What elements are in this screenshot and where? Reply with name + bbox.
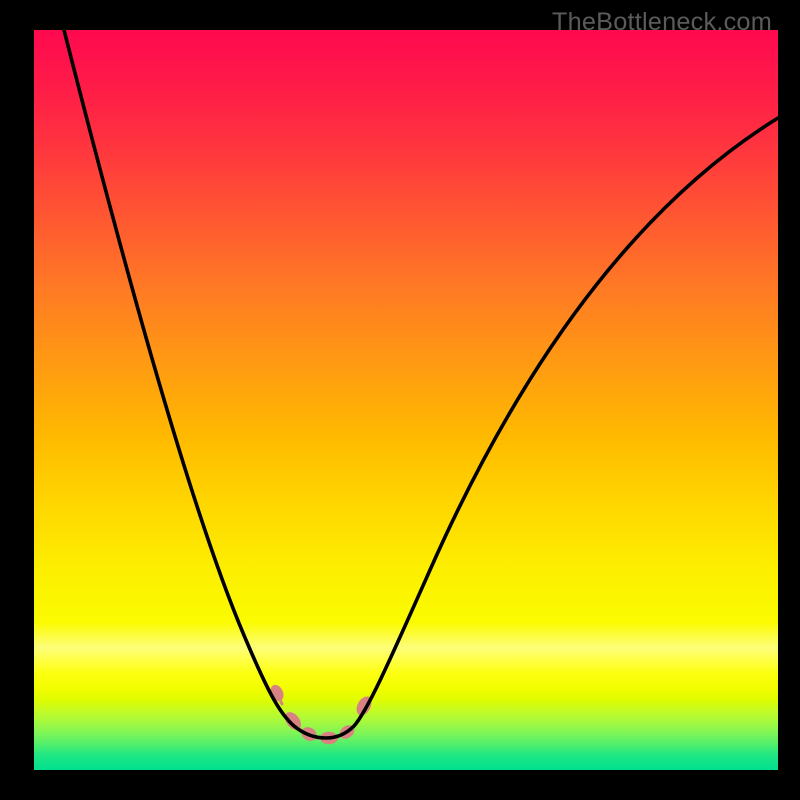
bottom-mark-segment (338, 728, 352, 737)
canvas-root: TheBottleneck.com (0, 0, 800, 800)
bottom-mark-dot (320, 732, 338, 744)
bottom-mark-segment (360, 698, 368, 714)
bottom-mark-dot (268, 683, 286, 703)
bottom-marks-group (268, 683, 374, 744)
bottom-mark-dot (299, 724, 319, 743)
bottom-mark-segment (288, 714, 298, 728)
bottom-mark-segment (299, 729, 313, 737)
bottom-mark-dot (282, 709, 305, 733)
bottleneck-curve (64, 30, 778, 738)
bottom-mark-dot (337, 722, 357, 741)
watermark-text: TheBottleneck.com (552, 8, 772, 37)
chart-svg (0, 0, 800, 800)
gradient-background (34, 30, 778, 770)
bottom-mark-dot (354, 694, 375, 718)
bottom-mark-segment (276, 691, 282, 704)
